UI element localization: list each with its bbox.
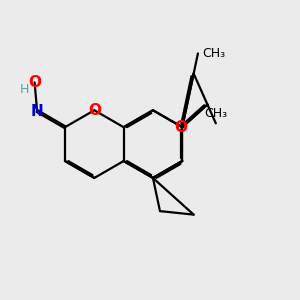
Text: H: H <box>20 83 29 96</box>
Text: N: N <box>31 103 44 118</box>
Text: CH₃: CH₃ <box>202 47 226 60</box>
Text: O: O <box>174 120 187 135</box>
Text: O: O <box>28 75 41 90</box>
Text: CH₃: CH₃ <box>204 107 227 120</box>
Text: O: O <box>88 103 101 118</box>
